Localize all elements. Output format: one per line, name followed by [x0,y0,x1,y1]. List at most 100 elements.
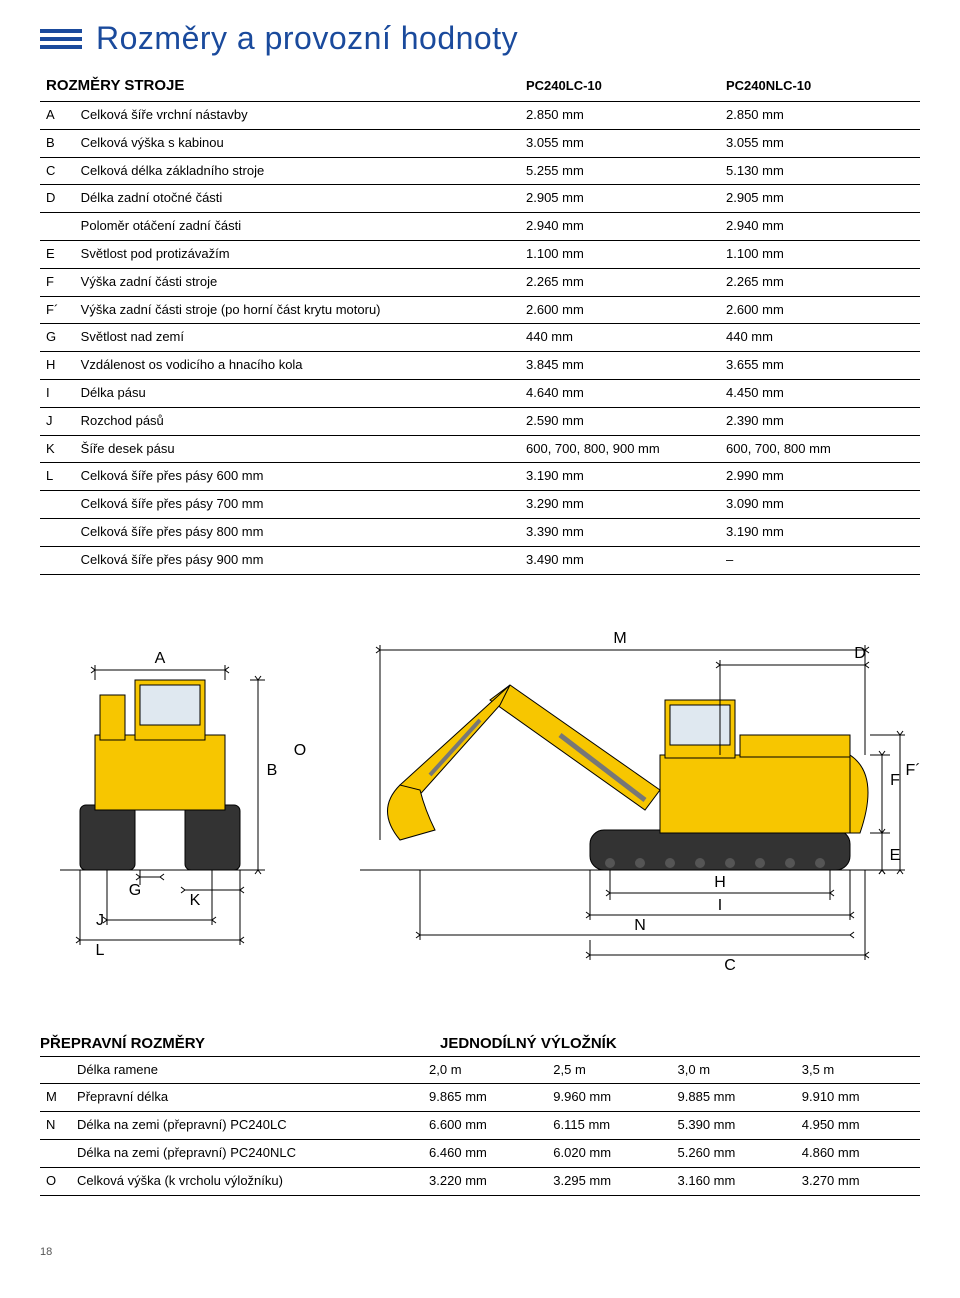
row-val: 6.600 mm [423,1112,547,1140]
col-head: 2,0 m [423,1056,547,1084]
row-label: Celková šíře přes pásy 600 mm [75,463,520,491]
svg-text:F´: F´ [905,762,920,779]
svg-text:B: B [267,762,278,779]
table-row: BCelková výška s kabinou3.055 mm3.055 mm [40,129,920,157]
row-val2: 5.130 mm [720,157,920,185]
row-val1: 600, 700, 800, 900 mm [520,435,720,463]
row-val: 3.270 mm [796,1167,920,1195]
row-val2: 2.905 mm [720,185,920,213]
page-title: Rozměry a provozní hodnoty [96,20,518,57]
row-val1: 2.850 mm [520,102,720,130]
row-val: 9.885 mm [672,1084,796,1112]
row-val: 6.460 mm [423,1139,547,1167]
row-label: Celková šíře přes pásy 800 mm [75,518,520,546]
row-val2: 1.100 mm [720,240,920,268]
row-label: Celková délka základního stroje [75,157,520,185]
svg-text:M: M [613,630,626,647]
row-val: 6.115 mm [547,1112,671,1140]
row-key [40,213,75,241]
svg-text:C: C [724,957,736,974]
svg-text:F: F [890,772,900,789]
col-head: 3,0 m [672,1056,796,1084]
row-key [40,1139,71,1167]
row-val: 5.260 mm [672,1139,796,1167]
row-key: C [40,157,75,185]
row-key: D [40,185,75,213]
row-val2: 3.090 mm [720,491,920,519]
row-key: B [40,129,75,157]
row-val: 5.390 mm [672,1112,796,1140]
row-val1: 3.290 mm [520,491,720,519]
row-key: I [40,379,75,407]
row-label: Vzdálenost os vodicího a hnacího kola [75,352,520,380]
svg-text:N: N [634,917,646,934]
table1-col2: PC240NLC-10 [720,71,920,102]
row-val1: 3.055 mm [520,129,720,157]
row-val: 3.160 mm [672,1167,796,1195]
dimension-diagram: ABOGKJLMDFF´EHINC [40,625,920,995]
row-key: A [40,102,75,130]
row-label: Rozchod pásů [75,407,520,435]
row-label: Celková výška (k vrcholu výložníku) [71,1167,423,1195]
page-header: Rozměry a provozní hodnoty [40,0,920,71]
header-bars-icon [40,29,82,49]
row-key: O [40,1167,71,1195]
table-row: Poloměr otáčení zadní části2.940 mm2.940… [40,213,920,241]
row-val2: 2.850 mm [720,102,920,130]
row-label: Celková šíře přes pásy 900 mm [75,546,520,574]
row-label: Výška zadní části stroje (po horní část … [75,296,520,324]
row-label: Poloměr otáčení zadní části [75,213,520,241]
row-key: E [40,240,75,268]
table-row: JRozchod pásů2.590 mm2.390 mm [40,407,920,435]
row-val2: 2.940 mm [720,213,920,241]
row-key: L [40,463,75,491]
row-key: F´ [40,296,75,324]
row-key: J [40,407,75,435]
row-val1: 1.100 mm [520,240,720,268]
row-val1: 2.265 mm [520,268,720,296]
row-val2: – [720,546,920,574]
row-val2: 600, 700, 800 mm [720,435,920,463]
row-val1: 4.640 mm [520,379,720,407]
table-row: LCelková šíře přes pásy 600 mm3.190 mm2.… [40,463,920,491]
row-key: G [40,324,75,352]
svg-text:H: H [714,874,726,891]
row-val: 4.950 mm [796,1112,920,1140]
row-val1: 3.390 mm [520,518,720,546]
svg-text:J: J [96,912,104,929]
row-label: Přepravní délka [71,1084,423,1112]
svg-text:E: E [890,847,901,864]
row-key: F [40,268,75,296]
row-key [40,1056,71,1084]
row-val2: 3.655 mm [720,352,920,380]
table-row: F´Výška zadní části stroje (po horní čás… [40,296,920,324]
row-key: H [40,352,75,380]
table-row: CCelková délka základního stroje5.255 mm… [40,157,920,185]
table-row: Celková šíře přes pásy 800 mm3.390 mm3.1… [40,518,920,546]
table2-heading-right: JEDNODÍLNÝ VÝLOŽNÍK [440,1035,617,1052]
row-val: 3.220 mm [423,1167,547,1195]
svg-text:A: A [155,650,166,667]
row-label: Délka pásu [75,379,520,407]
machine-dimensions-table: ROZMĚRY STROJE PC240LC-10 PC240NLC-10 AC… [40,71,920,575]
table-row: Celková šíře přes pásy 700 mm3.290 mm3.0… [40,491,920,519]
table-row: Celková šíře přes pásy 900 mm3.490 mm– [40,546,920,574]
table-row: IDélka pásu4.640 mm4.450 mm [40,379,920,407]
row-label: Délka na zemi (přepravní) PC240NLC [71,1139,423,1167]
svg-text:G: G [129,882,141,899]
row-label: Celková výška s kabinou [75,129,520,157]
table1-heading: ROZMĚRY STROJE [40,71,520,102]
svg-text:D: D [854,645,866,662]
row-val1: 2.940 mm [520,213,720,241]
svg-text:O: O [294,742,306,759]
table-row: MPřepravní délka9.865 mm9.960 mm9.885 mm… [40,1084,920,1112]
table2-heading-left: PŘEPRAVNÍ ROZMĚRY [40,1035,440,1052]
row-val1: 2.590 mm [520,407,720,435]
table-row: GSvětlost nad zemí440 mm440 mm [40,324,920,352]
row-val2: 2.390 mm [720,407,920,435]
row-val1: 440 mm [520,324,720,352]
table-row: ESvětlost pod protizávažím1.100 mm1.100 … [40,240,920,268]
row-val2: 3.190 mm [720,518,920,546]
svg-text:K: K [190,892,201,909]
table-row: HVzdálenost os vodicího a hnacího kola 3.… [40,352,920,380]
